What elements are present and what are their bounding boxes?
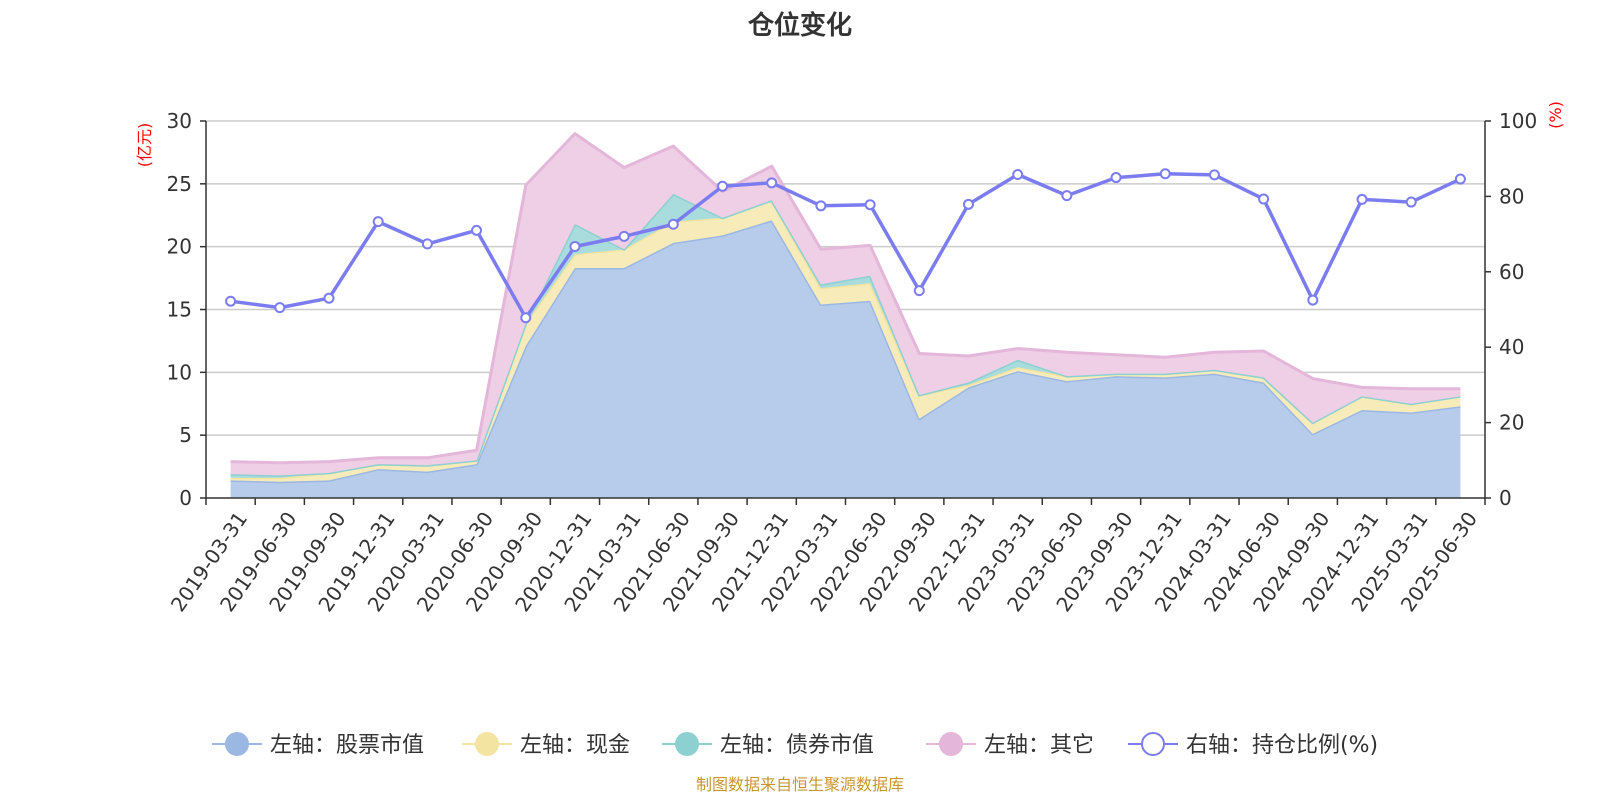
ratio-point <box>1307 294 1319 306</box>
area-左轴：股票市值 <box>230 220 1461 499</box>
ratio-point <box>667 218 679 230</box>
left-tick-label: 25 <box>167 172 192 196</box>
right-axis-unit: (%) <box>1546 101 1565 129</box>
ratio-point <box>421 238 433 250</box>
legend-label: 左轴：股票市值 <box>270 733 424 758</box>
legend-marker <box>1141 732 1165 756</box>
legend-marker <box>475 732 499 756</box>
area-左轴：其它 <box>230 133 1461 476</box>
ratio-point <box>1208 169 1220 181</box>
legend-label: 右轴：持仓比例(%) <box>1186 733 1378 758</box>
ratio-point <box>471 224 483 236</box>
right-tick-label: 20 <box>1499 411 1524 435</box>
ratio-point <box>1454 173 1466 185</box>
ratio-line <box>230 172 1462 320</box>
left-tick-label: 30 <box>167 109 192 133</box>
ratio-point <box>569 241 581 253</box>
ratio-point <box>815 200 827 212</box>
left-tick-label: 5 <box>179 423 192 447</box>
ratio-point <box>913 285 925 297</box>
legend: 左轴：股票市值 左轴：现金 左轴：债券市值 左轴：其它 右轴：持仓比例(%) <box>212 732 1378 758</box>
legend-marker <box>225 732 249 756</box>
legend-marker <box>675 732 699 756</box>
ratio-point <box>1012 169 1024 181</box>
legend-label: 左轴：现金 <box>520 733 630 758</box>
right-tick-label: 100 <box>1499 109 1537 133</box>
right-tick-label: 60 <box>1499 260 1524 284</box>
ratio-point <box>372 216 384 228</box>
ratio-point <box>864 199 876 211</box>
ratio-point <box>618 230 630 242</box>
ratio-point <box>520 312 532 324</box>
ratio-point <box>1405 196 1417 208</box>
left-y-axis: 0 5 10 15 20 25 30 <box>167 109 206 510</box>
chart-title: 仓位变化 <box>747 10 852 41</box>
right-tick-label: 80 <box>1499 184 1524 208</box>
left-tick-label: 10 <box>167 360 192 384</box>
ratio-point <box>1159 168 1171 180</box>
ratio-point <box>962 198 974 210</box>
ratio-point <box>766 177 778 189</box>
right-tick-label: 0 <box>1499 486 1512 510</box>
ratio-point <box>717 180 729 192</box>
ratio-point <box>323 292 335 304</box>
legend-label: 左轴：债券市值 <box>720 733 874 758</box>
legend-label: 左轴：其它 <box>984 733 1094 758</box>
right-y-axis: 0 20 40 60 80 100 <box>1485 109 1537 510</box>
ratio-point <box>1110 172 1122 184</box>
ratio-line-series <box>225 168 1466 324</box>
left-tick-label: 15 <box>167 298 192 322</box>
source-note: 制图数据来自恒生聚源数据库 <box>696 775 904 794</box>
x-axis: 2019-03-312019-06-302019-09-302019-12-31… <box>166 498 1486 616</box>
left-tick-label: 0 <box>179 486 192 510</box>
right-tick-label: 40 <box>1499 335 1524 359</box>
ratio-point <box>1061 190 1073 202</box>
ratio-point <box>225 295 237 307</box>
stacked-areas <box>230 132 1461 499</box>
left-tick-label: 20 <box>167 235 192 259</box>
ratio-point <box>274 302 286 314</box>
ratio-point <box>1356 193 1368 205</box>
left-axis-unit: (亿元) <box>135 123 154 168</box>
legend-marker <box>939 732 963 756</box>
area-edge-左轴：其它 <box>230 132 1461 465</box>
ratio-point <box>1258 193 1270 205</box>
